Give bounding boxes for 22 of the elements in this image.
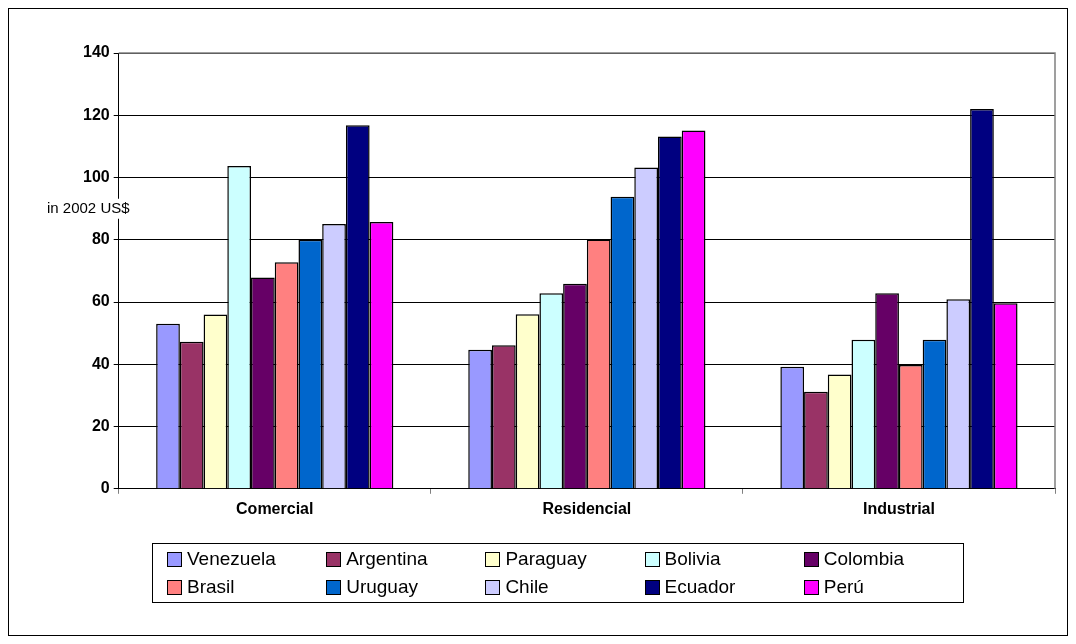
y-tick-label: 80	[91, 230, 110, 248]
legend-label: Perú	[823, 576, 864, 598]
y-tick-label: 140	[82, 43, 110, 61]
x-tick-label: Residencial	[542, 499, 632, 517]
x-tick-label: Comercial	[236, 499, 314, 517]
y-tick-label: 120	[82, 105, 110, 123]
legend-label: Chile	[505, 576, 549, 598]
y-tick-label: 0	[100, 479, 110, 497]
legend-label: Bolivia	[664, 548, 721, 570]
legend-label: Paraguay	[505, 548, 587, 570]
y-tick-label: 100	[82, 167, 110, 185]
legend-label: Brasil	[187, 576, 235, 598]
y-tick-label: 40	[91, 354, 110, 372]
legend-label: Argentina	[346, 548, 428, 570]
legend-label: Venezuela	[187, 548, 276, 570]
x-tick-label: Industrial	[862, 499, 935, 517]
legend-label: Ecuador	[664, 576, 736, 598]
y-tick-label: 60	[91, 292, 110, 310]
y-tick-label: 20	[91, 416, 110, 434]
legend-label: Colombia	[823, 548, 905, 570]
y-axis-title: in 2002 US$	[47, 198, 131, 216]
legend-label: Uruguay	[346, 576, 419, 598]
